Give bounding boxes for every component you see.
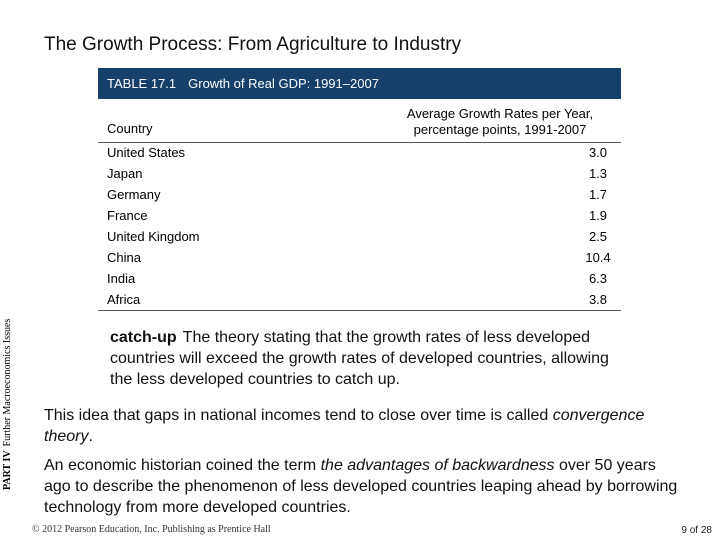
- row-value: 1.3: [588, 166, 608, 181]
- table-row: Germany 1.7: [98, 184, 621, 205]
- paragraph2-before: An economic historian coined the term: [44, 457, 321, 474]
- row-country: United States: [107, 145, 186, 160]
- side-section-name: Further Macroeconomics Issues: [2, 318, 13, 447]
- page-number: 9 of 28: [681, 525, 712, 536]
- table-row: Japan 1.3: [98, 163, 621, 184]
- convergence-paragraph: This idea that gaps in national incomes …: [44, 405, 684, 447]
- table-row: Africa 3.8: [98, 289, 621, 310]
- table-row: China 10.4: [98, 247, 621, 268]
- row-value: 1.9: [588, 208, 608, 223]
- column-header-growth-line1: Average Growth Rates per Year,: [406, 106, 594, 121]
- definition-box: catch-up The theory stating that the grow…: [110, 327, 630, 390]
- row-value: 6.3: [588, 271, 608, 286]
- table-title: Growth of Real GDP: 1991–2007: [188, 76, 379, 91]
- table-row: India 6.3: [98, 268, 621, 289]
- row-value: 3.8: [588, 292, 608, 307]
- table-row: France 1.9: [98, 205, 621, 226]
- table-row: United Kingdom 2.5: [98, 226, 621, 247]
- row-country: Japan: [107, 166, 143, 181]
- column-header-country: Country: [107, 121, 153, 136]
- row-value: 1.7: [588, 187, 608, 202]
- paragraph2-after: over 50 years ago to describe the phenom…: [44, 457, 678, 516]
- row-country: Africa: [107, 292, 141, 307]
- row-value: 2.5: [588, 229, 608, 244]
- row-country: India: [107, 271, 136, 286]
- table-header-bar: TABLE 17.1 Growth of Real GDP: 1991–2007: [98, 68, 621, 99]
- side-part-label: PART IV: [2, 450, 13, 490]
- definition-term: catch-up: [110, 329, 177, 346]
- table-row: United States 3.0: [98, 142, 621, 163]
- row-country: China: [107, 250, 141, 265]
- row-country: France: [107, 208, 148, 223]
- table-number: TABLE 17.1: [107, 76, 177, 91]
- table-header-rule: [98, 142, 621, 143]
- table-body: United States 3.0 Japan 1.3 Germany 1.7 …: [98, 142, 621, 310]
- definition-text: The theory stating that the growth rates…: [110, 329, 609, 388]
- paragraph1-after: .: [88, 428, 93, 445]
- copyright-notice: © 2012 Pearson Education, Inc. Publishin…: [32, 524, 271, 535]
- row-value: 10.4: [585, 250, 611, 265]
- row-value: 3.0: [588, 145, 608, 160]
- slide-title: The Growth Process: From Agriculture to …: [44, 34, 462, 55]
- row-country: United Kingdom: [107, 229, 200, 244]
- column-header-growth: Average Growth Rates per Year, percentag…: [380, 106, 620, 138]
- column-header-growth-line2: percentage points, 1991-2007: [413, 122, 587, 137]
- backwardness-paragraph: An economic historian coined the term th…: [44, 455, 684, 518]
- paragraph1-before: This idea that gaps in national incomes …: [44, 407, 553, 424]
- paragraph2-emphasis: the advantages of backwardness: [320, 457, 555, 474]
- row-country: Germany: [107, 187, 161, 202]
- paragraph1-emphasis: convergence theory: [44, 407, 645, 445]
- table-bottom-rule: [98, 310, 621, 311]
- side-section-label: PART IV Further Macroeconomics Issues: [2, 319, 13, 490]
